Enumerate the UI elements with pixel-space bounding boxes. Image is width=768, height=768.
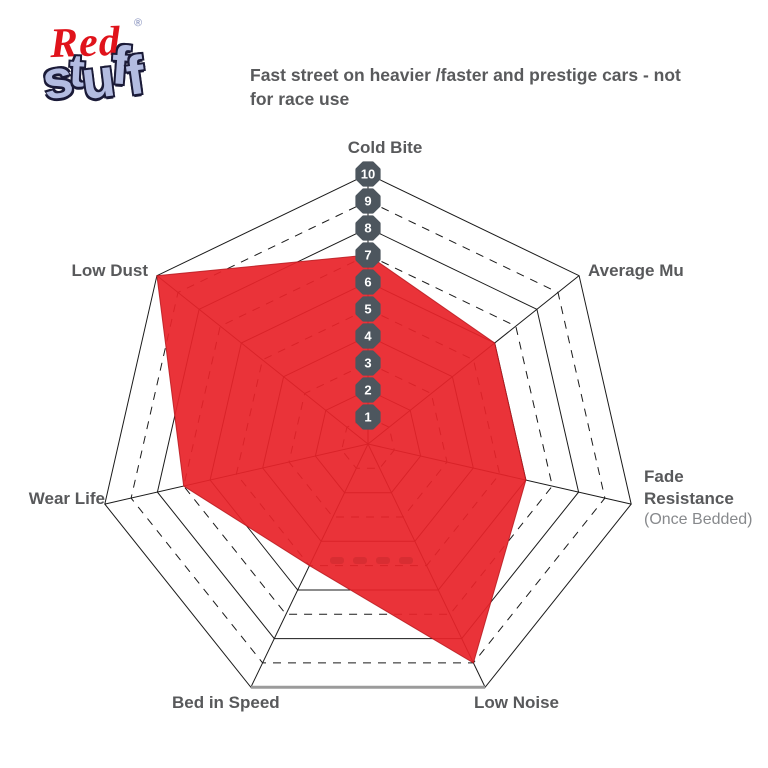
chart-title: Fast street on heavier /faster and prest… xyxy=(250,65,681,109)
scale-badge-3 xyxy=(355,350,381,376)
axis-label-once-bedded: (Once Bedded) xyxy=(644,511,753,529)
scale-badge-label-1: 1 xyxy=(364,410,371,425)
scale-badge-label-7: 7 xyxy=(364,248,371,263)
scale-badge-8 xyxy=(355,215,381,241)
scale-badge-10 xyxy=(355,161,381,187)
scale-badge-label-4: 4 xyxy=(364,329,372,344)
grid-ring-9 xyxy=(130,200,606,664)
axis-label-fade-resistance-main: Fade Resistance xyxy=(644,467,734,509)
scale-badge-9 xyxy=(355,188,381,214)
scale-badge-4 xyxy=(355,323,381,349)
scale-badge-6 xyxy=(355,269,381,295)
grid-ring-7 xyxy=(183,254,553,615)
axis-label-bed-in-speed: Bed in Speed xyxy=(172,693,280,712)
ghost-mark xyxy=(353,557,367,564)
axis-label-average-mu: Average Mu xyxy=(588,261,684,280)
scale-badge-1 xyxy=(355,404,381,430)
ghost-mark xyxy=(376,557,390,564)
scale-badge-label-3: 3 xyxy=(364,356,371,371)
scale-badge-label-9: 9 xyxy=(364,194,371,209)
scale-badge-label-2: 2 xyxy=(364,383,371,398)
scale-badge-label-10: 10 xyxy=(361,167,375,182)
axis-label-fade-resistance: Fade Resistance (Once Bedded) xyxy=(644,466,764,531)
scale-badge-label-8: 8 xyxy=(364,221,371,236)
scale-badge-label-6: 6 xyxy=(364,275,371,290)
scale-badge-7 xyxy=(355,242,381,268)
axis-label-low-noise: Low Noise xyxy=(474,693,560,712)
series-polygon xyxy=(156,254,527,664)
axis-label-cold-bite: Cold Bite xyxy=(347,138,423,157)
axis-label-wear-life: Wear Life xyxy=(28,489,105,508)
ghost-mark xyxy=(399,557,413,564)
ghost-mark xyxy=(330,557,344,564)
axis-label-low-dust: Low Dust xyxy=(71,261,149,280)
scale-badge-label-5: 5 xyxy=(364,302,371,317)
scale-badge-2 xyxy=(355,377,381,403)
scale-badge-5 xyxy=(355,296,381,322)
